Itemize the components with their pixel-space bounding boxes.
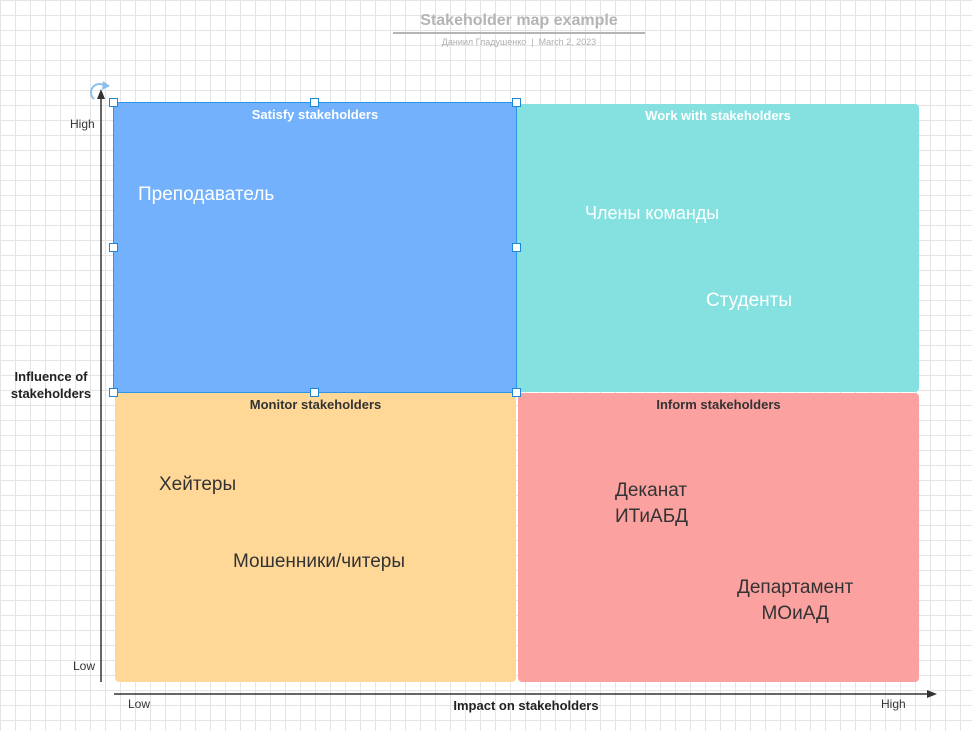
y-axis-arrowhead xyxy=(97,89,105,99)
y-axis-title: Influence of stakeholders xyxy=(10,369,92,401)
resize-handle-bottom[interactable] xyxy=(310,388,319,397)
x-axis-arrowhead xyxy=(927,690,937,698)
stakeholder-label[interactable]: Хейтеры xyxy=(159,474,237,495)
stakeholder-label[interactable]: Мошенники/читеры xyxy=(233,551,406,572)
resize-handle-bottom-right[interactable] xyxy=(512,388,521,397)
document-date: March 2, 2023 xyxy=(538,37,597,47)
resize-handle-top-right[interactable] xyxy=(512,98,521,107)
quadrant-title-inform: Inform stakeholders xyxy=(656,397,781,412)
stakeholder-label[interactable]: Студенты xyxy=(706,290,793,311)
quadrant-monitor[interactable]: Monitor stakeholders Хейтеры Мошенники/ч… xyxy=(115,393,516,682)
title-underline xyxy=(393,32,645,34)
quadrant-title-satisfy: Satisfy stakeholders xyxy=(251,107,379,122)
resize-handle-top[interactable] xyxy=(310,98,319,107)
x-low-label: Low xyxy=(128,697,151,711)
resize-handle-bottom-left[interactable] xyxy=(109,388,118,397)
meta-separator: | xyxy=(531,37,534,47)
stakeholder-label[interactable]: Преподаватель xyxy=(138,184,275,205)
y-low-label: Low xyxy=(73,659,96,673)
quadrant-satisfy[interactable]: Satisfy stakeholders Преподаватель xyxy=(114,103,516,392)
stakeholder-label[interactable]: Деканат ИТиАБД xyxy=(615,480,689,527)
x-high-label: High xyxy=(881,697,906,711)
quadrant-work[interactable]: Work with stakeholders Члены команды Сту… xyxy=(517,104,919,392)
stakeholder-label[interactable]: Департамент МОиАД xyxy=(737,577,854,624)
y-high-label: High xyxy=(70,117,95,131)
resize-handle-top-left[interactable] xyxy=(109,98,118,107)
page-title[interactable]: Stakeholder map example xyxy=(420,12,618,29)
resize-handle-right[interactable] xyxy=(512,243,521,252)
quadrant-inform[interactable]: Inform stakeholders Деканат ИТиАБД Депар… xyxy=(518,393,919,682)
stakeholder-label[interactable]: Члены команды xyxy=(585,203,720,223)
quadrant-title-work: Work with stakeholders xyxy=(645,108,791,123)
rotate-handle-icon[interactable] xyxy=(90,81,110,100)
x-axis-title: Impact on stakeholders xyxy=(453,698,599,713)
author-name: Даниил Гладушенко xyxy=(441,37,527,47)
document-meta: Даниил Гладушенко | March 2, 2023 xyxy=(393,37,645,47)
quadrant-title-monitor: Monitor stakeholders xyxy=(249,397,382,412)
resize-handle-left[interactable] xyxy=(109,243,118,252)
